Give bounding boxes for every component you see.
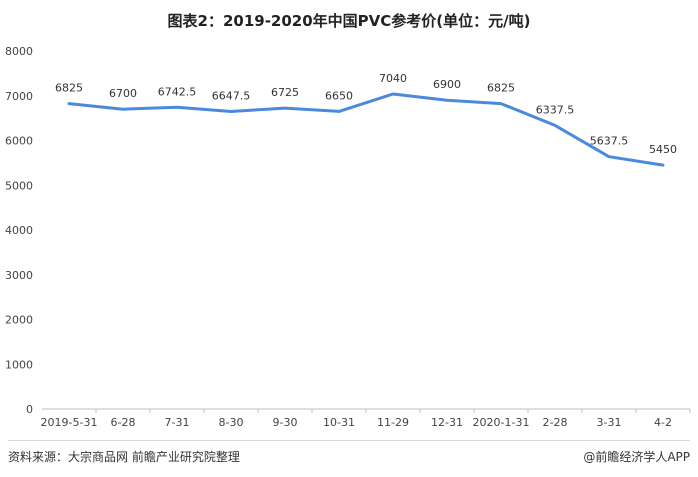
x-tick-label: 2020-1-31 xyxy=(473,416,530,429)
data-label: 6725 xyxy=(271,86,299,99)
chart-title: 图表2：2019-2020年中国PVC参考价(单位：元/吨) xyxy=(167,12,531,30)
x-tick-label: 3-31 xyxy=(597,416,622,429)
data-label: 6650 xyxy=(325,89,353,102)
source-note: 资料来源：大宗商品网 前瞻产业研究院整理 xyxy=(8,450,240,464)
y-tick-label: 7000 xyxy=(5,90,33,103)
y-tick-label: 6000 xyxy=(5,135,33,148)
y-tick-label: 4000 xyxy=(5,224,33,237)
data-label: 5450 xyxy=(649,143,677,156)
data-label: 6337.5 xyxy=(536,103,575,116)
x-tick-label: 9-30 xyxy=(273,416,298,429)
data-label: 6825 xyxy=(487,82,515,95)
y-axis-ticks: 0 1000 2000 3000 4000 5000 6000 7000 8000 xyxy=(5,45,33,416)
y-tick-label: 2000 xyxy=(5,314,33,327)
series-line xyxy=(67,92,665,167)
data-label: 5637.5 xyxy=(590,135,629,148)
data-label: 6825 xyxy=(55,82,83,95)
x-tick-label: 2-28 xyxy=(543,416,568,429)
x-tick-label: 4-2 xyxy=(654,416,672,429)
x-tick-label: 6-28 xyxy=(111,416,136,429)
y-tick-label: 0 xyxy=(26,403,33,416)
y-tick-label: 3000 xyxy=(5,269,33,282)
footer-divider xyxy=(8,440,690,441)
x-tick-label: 11-29 xyxy=(377,416,409,429)
y-tick-label: 8000 xyxy=(5,45,33,58)
x-tick-label: 7-31 xyxy=(165,416,190,429)
data-label: 6700 xyxy=(109,87,137,100)
data-label: 6900 xyxy=(433,78,461,91)
x-tick-label: 12-31 xyxy=(431,416,463,429)
data-label: 6647.5 xyxy=(212,90,251,103)
data-labels: 6825 6700 6742.5 6647.5 6725 6650 7040 6900 6825… xyxy=(55,72,677,156)
credit-note: @前瞻经济学人APP xyxy=(583,450,690,464)
data-label: 7040 xyxy=(379,72,407,85)
x-axis-ticks: 2019-5-31 6-28 7-31 8-30 9-30 10-31 11-29 12-31… xyxy=(41,409,691,429)
data-label: 6742.5 xyxy=(158,85,197,98)
footer: 资料来源：大宗商品网 前瞻产业研究院整理 @前瞻经济学人APP xyxy=(8,440,690,468)
x-tick-label: 8-30 xyxy=(219,416,244,429)
x-tick-label: 2019-5-31 xyxy=(41,416,98,429)
y-tick-label: 5000 xyxy=(5,179,33,192)
x-tick-label: 10-31 xyxy=(323,416,355,429)
y-tick-label: 1000 xyxy=(5,358,33,371)
